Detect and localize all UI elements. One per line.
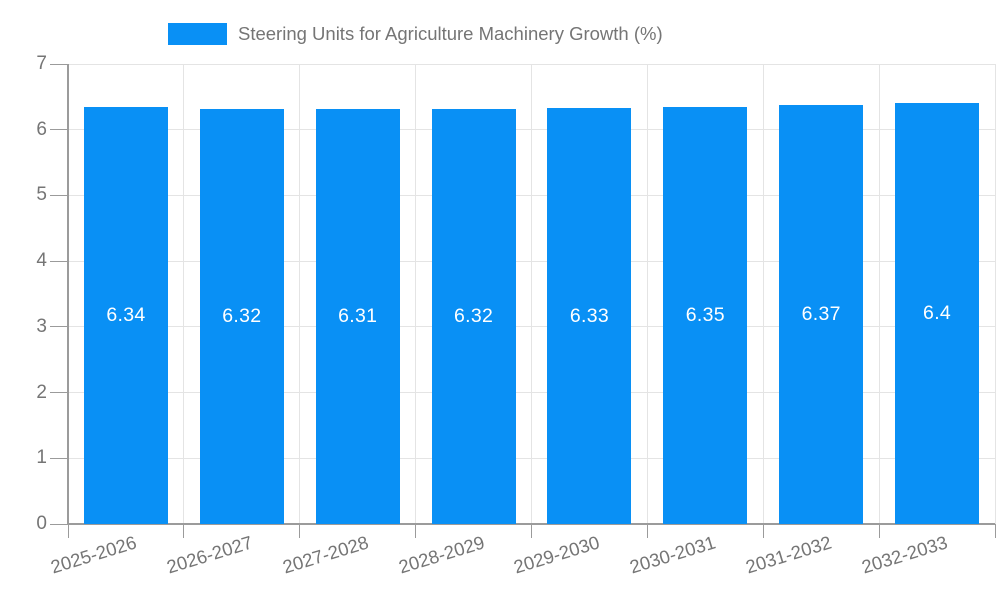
bar: 6.34 (83, 107, 168, 524)
y-axis-tick (50, 326, 68, 328)
gridline (762, 64, 764, 524)
bar-value-label: 6.37 (801, 303, 841, 326)
y-axis-tick-label: 4 (36, 250, 47, 272)
gridline (531, 64, 532, 524)
bar: 6.33 (547, 108, 632, 524)
bar-value-label: 6.32 (222, 304, 262, 327)
x-axis-tick (646, 524, 648, 538)
bar: 6.32 (199, 108, 284, 524)
y-axis-tick (50, 260, 68, 262)
bar: 6.37 (779, 105, 864, 524)
legend-label: Steering Units for Agriculture Machinery… (238, 23, 663, 44)
y-axis-tick-label: 6 (36, 118, 47, 140)
bar-value-label: 6.35 (685, 303, 725, 326)
gridline (646, 64, 648, 524)
gridline (415, 64, 417, 524)
x-axis-tick (994, 524, 996, 538)
y-axis-tick-label: 3 (36, 315, 47, 337)
bar: 6.31 (315, 109, 400, 524)
bar-value-label: 6.31 (338, 305, 378, 328)
gridline (878, 64, 880, 524)
legend-swatch-icon (168, 23, 227, 45)
y-axis-tick-label: 7 (36, 53, 47, 74)
y-axis-tick-label: 2 (36, 381, 47, 403)
y-axis-tick (50, 523, 68, 525)
x-axis-tick (415, 524, 417, 538)
gridline (994, 64, 996, 524)
gridline (299, 64, 301, 524)
y-axis-tick (50, 129, 68, 131)
gridline (183, 64, 185, 524)
bar-value-label: 6.32 (453, 304, 494, 327)
x-axis-tick (183, 524, 185, 538)
y-axis-tick (50, 194, 68, 196)
x-axis-tick (67, 524, 69, 538)
y-axis-line (67, 64, 69, 524)
legend: Steering Units for Agriculture Machinery… (168, 22, 663, 46)
x-axis-tick (299, 524, 301, 538)
x-axis-tick (762, 524, 764, 538)
bar: 6.32 (431, 108, 516, 524)
y-axis-tick-label: 5 (36, 184, 47, 206)
bar: 6.4 (895, 103, 980, 524)
legend-item[interactable]: Steering Units for Agriculture Machinery… (168, 22, 663, 46)
bar-value-label: 6.33 (569, 304, 610, 327)
y-axis-tick (50, 457, 68, 459)
y-axis-tick (50, 63, 68, 65)
y-axis-tick-label: 1 (36, 447, 47, 469)
x-axis-tick (531, 524, 532, 538)
bar-value-label: 6.34 (106, 304, 146, 327)
y-axis-tick-label: 0 (36, 513, 47, 534)
x-axis-line (67, 523, 995, 525)
bar: 6.35 (663, 106, 748, 524)
bar-value-label: 6.4 (923, 302, 952, 325)
x-axis-tick (878, 524, 880, 538)
y-axis-tick (50, 392, 68, 394)
